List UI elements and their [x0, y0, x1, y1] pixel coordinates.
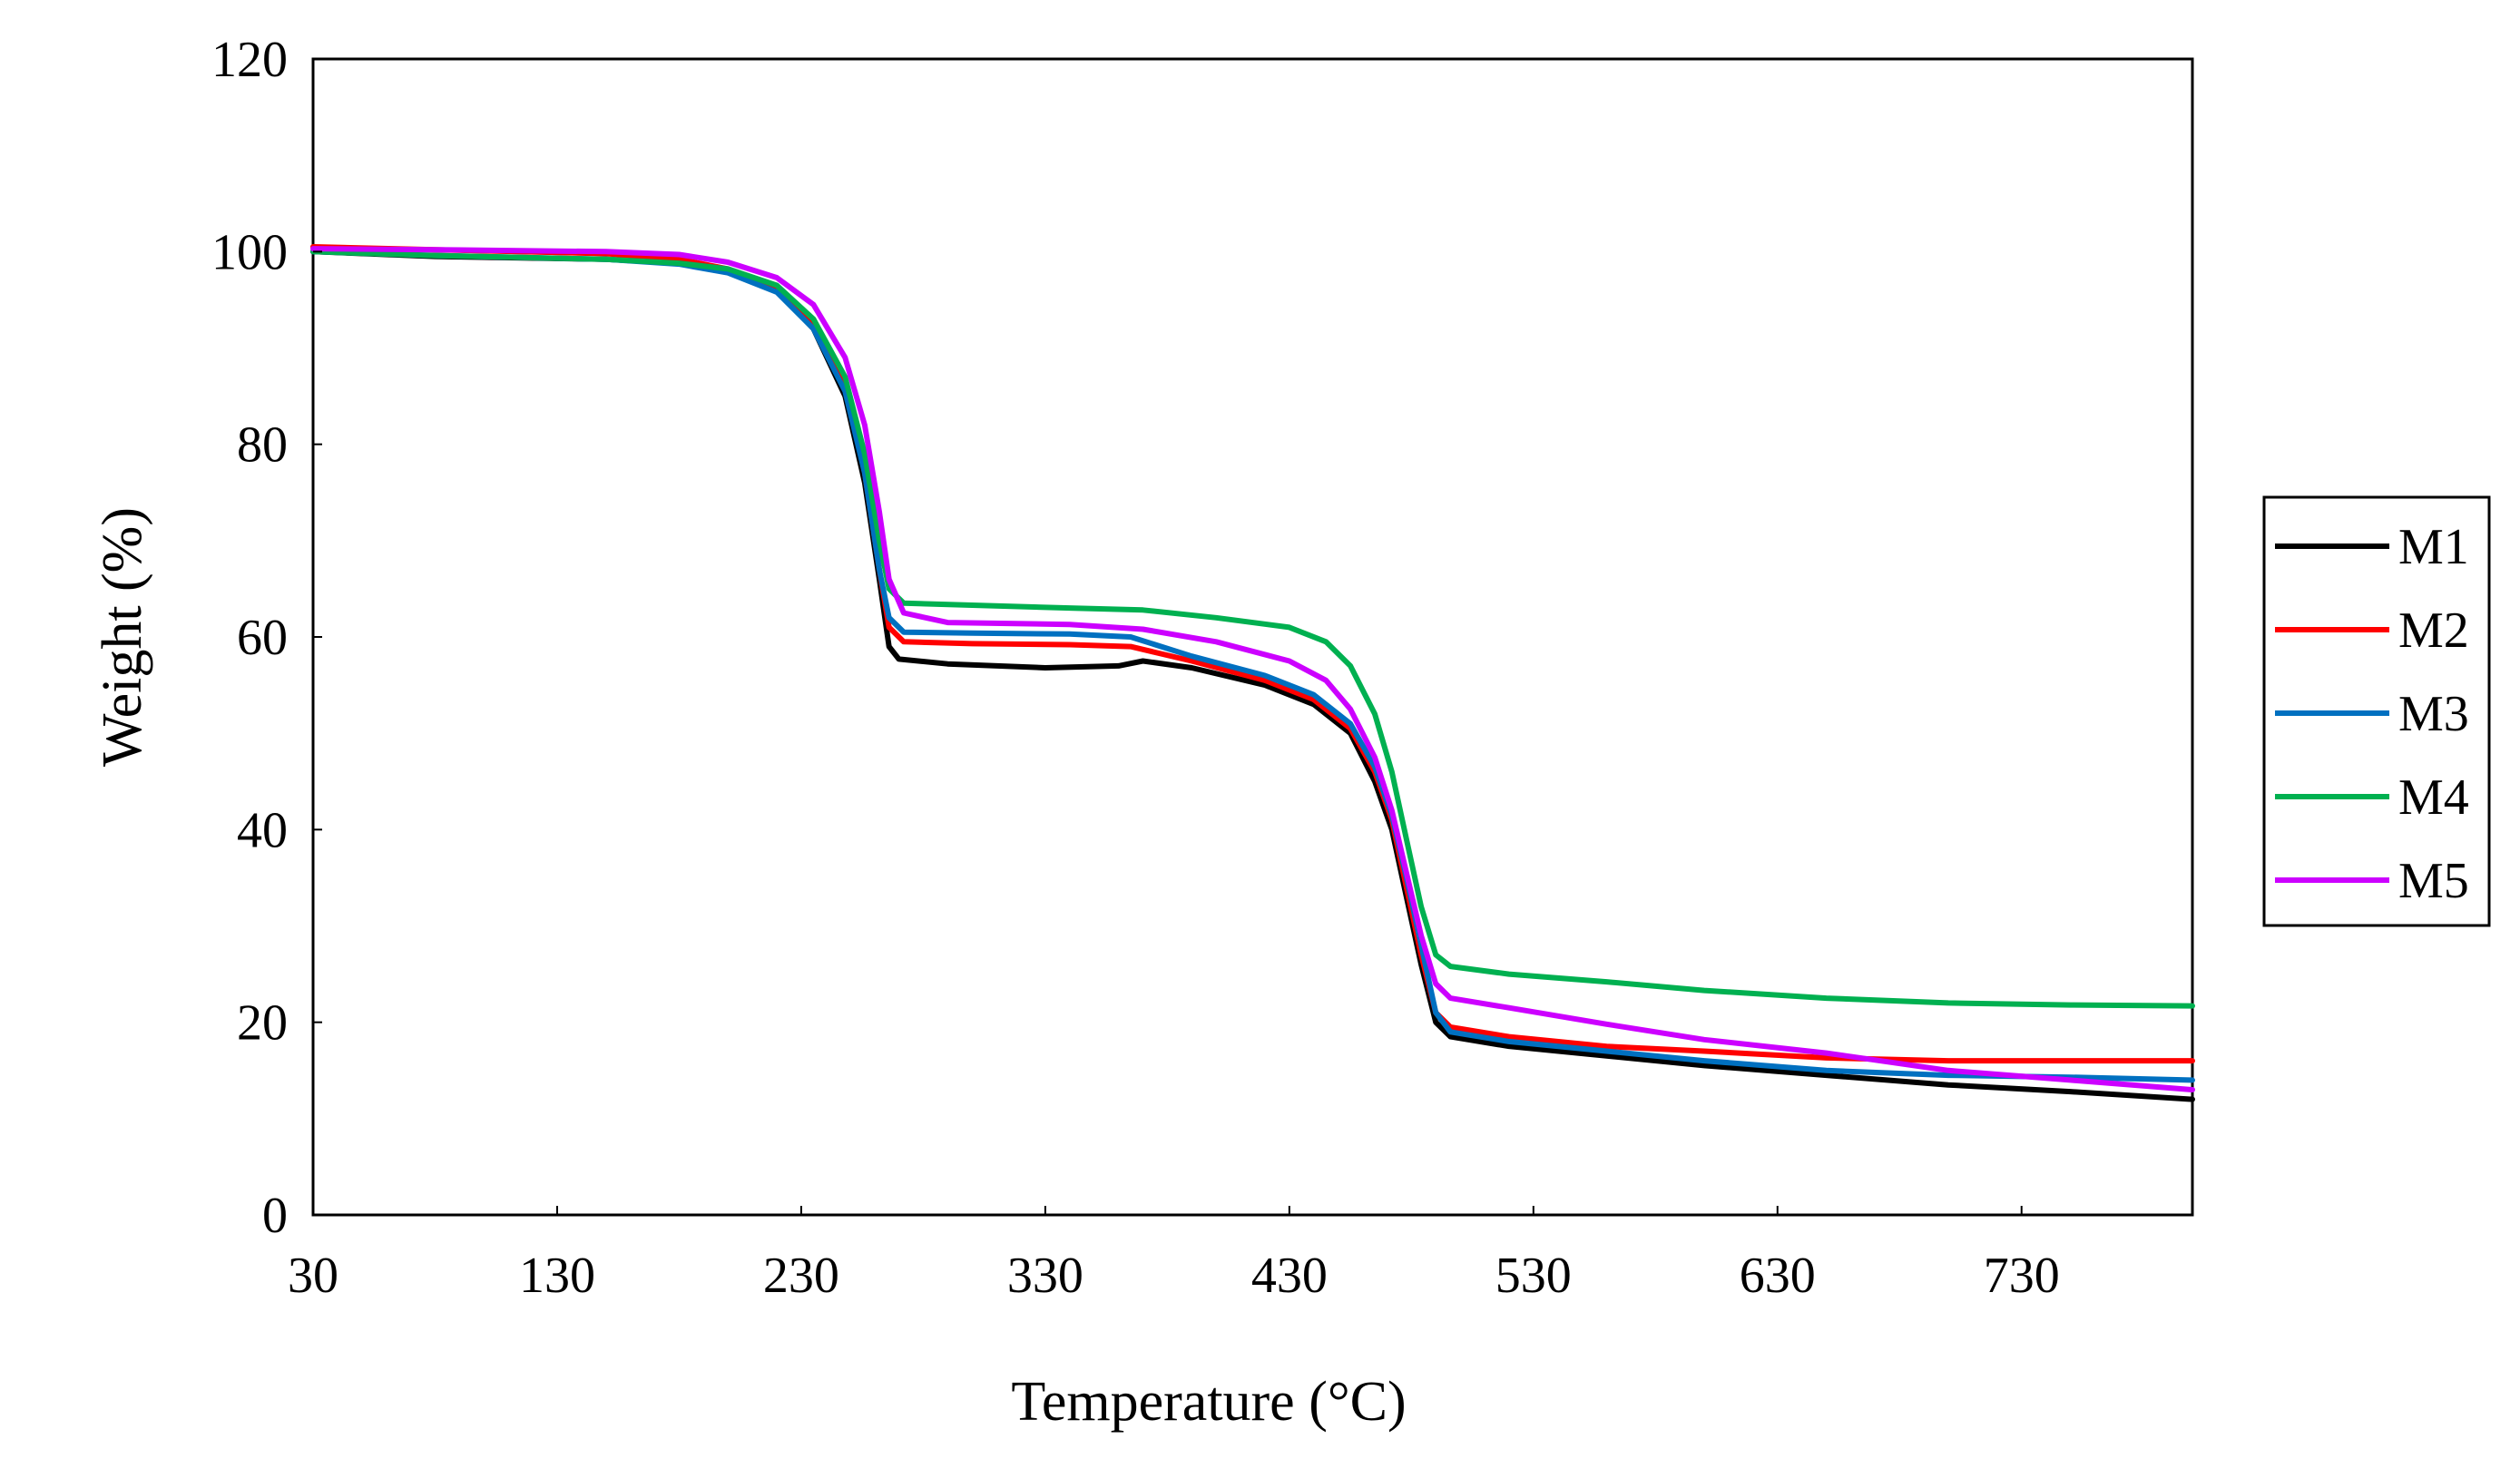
series-line-m3 — [310, 249, 2195, 1083]
x-tick-label: 330 — [1007, 1248, 1084, 1304]
series-line-m5 — [310, 246, 2195, 1092]
y-tick-label: 20 — [237, 995, 288, 1052]
legend-label-m5: M5 — [2398, 853, 2469, 909]
legend-label-m4: M4 — [2398, 769, 2469, 826]
x-tick-label: 530 — [1495, 1248, 1572, 1304]
y-tick-label: 100 — [211, 224, 288, 280]
y-tick-label: 120 — [211, 32, 288, 88]
x-axis-title: Temperature (°C) — [1011, 1371, 1406, 1433]
x-tick-label: 230 — [763, 1248, 839, 1304]
legend-label-m1: M1 — [2398, 519, 2469, 575]
series-line-m4 — [310, 249, 2195, 1009]
plot-area — [310, 57, 2195, 1217]
x-tick-label: 430 — [1251, 1248, 1328, 1304]
y-tick-label: 60 — [237, 610, 288, 666]
x-axis-ticks: 30 130 230 330 430 530 630 730 — [288, 1206, 2060, 1304]
y-axis-title: Weight (%) — [92, 507, 153, 767]
legend: M1 M2 M3 M4 M5 — [2262, 495, 2491, 927]
x-tick-label: 630 — [1740, 1248, 1816, 1304]
x-tick-label: 130 — [519, 1248, 595, 1304]
x-tick-label: 730 — [1984, 1248, 2060, 1304]
x-tick-label: 30 — [288, 1248, 338, 1304]
y-tick-label: 0 — [262, 1188, 288, 1244]
y-axis-ticks: 0 20 40 60 80 100 120 — [211, 32, 322, 1244]
legend-label-m2: M2 — [2398, 602, 2469, 659]
y-tick-label: 40 — [237, 802, 288, 858]
y-tick-label: 80 — [237, 417, 288, 474]
legend-label-m3: M3 — [2398, 686, 2469, 742]
